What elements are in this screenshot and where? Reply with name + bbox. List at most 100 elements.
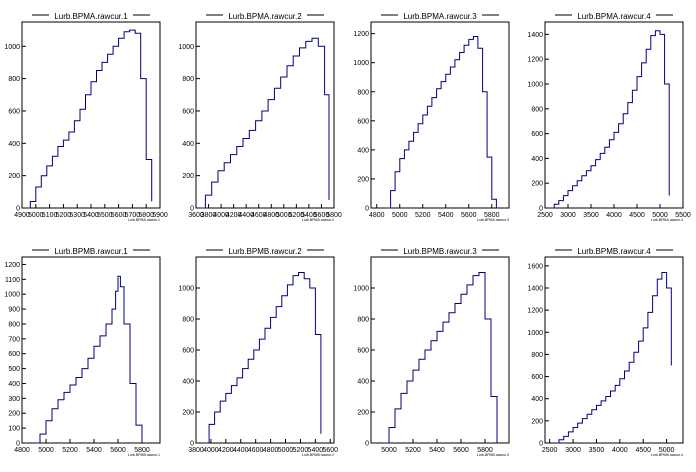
x-tick-label: 2500 (537, 212, 553, 219)
x-tick-label: 4400 (238, 212, 254, 219)
x-tick-label: 4900 (14, 212, 30, 219)
x-tick-label: 5200 (293, 447, 309, 454)
y-tick-label: 0 (16, 206, 20, 213)
title-box (398, 244, 482, 256)
y-tick-label: 0 (190, 206, 194, 213)
chart-title: Lurb.BPMA.rawcur.2 (228, 12, 302, 21)
histogram-panel: Lurb.BPMB.rawcur.3 0 200 400 600 800 1000 5000 5… (353, 244, 510, 457)
histogram-series (383, 272, 498, 444)
x-tick-label: 5700 (125, 212, 141, 219)
y-tick-label: 1000 (4, 292, 20, 299)
y-tick-label: 0 (539, 441, 543, 448)
x-tick-label: 4800 (369, 212, 385, 219)
y-tick-label: 600 (8, 108, 20, 115)
y-tick-label: 600 (357, 348, 369, 355)
x-tick-label: 4500 (629, 212, 645, 219)
y-tick-label: 400 (182, 379, 194, 386)
plot-frame (544, 21, 684, 209)
x-tick-label: 4600 (251, 212, 267, 219)
y-tick-label: 800 (8, 76, 20, 83)
x-tick-label: 5000 (652, 212, 668, 219)
y-tick-label: 0 (365, 206, 369, 213)
x-tick-label: 5500 (97, 212, 113, 219)
x-tick-label: 5200 (405, 447, 421, 454)
x-tick-label: 4000 (213, 212, 229, 219)
y-tick-label: 200 (8, 173, 20, 180)
x-tick-label: 5600 (314, 212, 330, 219)
x-tick-label: 5600 (111, 212, 127, 219)
x-tick-label: 5800 (134, 447, 150, 454)
y-tick-label: 1100 (5, 277, 20, 284)
histogram-series (24, 29, 153, 209)
y-tick-label: 200 (8, 411, 20, 418)
histogram-series (549, 30, 670, 209)
x-tick-label: 2500 (542, 447, 558, 454)
x-axis-label: Lurb.BPMB.rawcur.4 (651, 453, 683, 457)
y-tick-label: 600 (182, 348, 194, 355)
x-tick-label: 5300 (69, 212, 85, 219)
y-tick-label: 1400 (527, 286, 543, 293)
y-tick-label: 800 (531, 106, 543, 113)
histogram-series (385, 36, 497, 209)
y-tick-label: 200 (531, 418, 543, 425)
y-tick-label: 0 (365, 441, 369, 448)
x-tick-label: 5600 (461, 212, 477, 219)
histogram-panel: Lurb.BPMA.rawcur.1 0 200 400 600 800 1000 4900 5… (4, 9, 168, 222)
y-tick-label: 800 (182, 76, 194, 83)
plot-frame (21, 21, 161, 209)
plot-frame (370, 21, 510, 209)
x-tick-label: 5400 (83, 212, 99, 219)
x-axis-label: Lurb.BPMA.rawcur.1 (128, 218, 160, 222)
y-tick-label: 200 (531, 181, 543, 188)
y-tick-label: 1000 (178, 286, 194, 293)
y-tick-label: 200 (182, 173, 194, 180)
chart-title: Lurb.BPMA.rawcur.4 (577, 12, 651, 21)
title-box (49, 244, 133, 256)
x-tick-label: 5600 (453, 447, 469, 454)
histogram-panel: Lurb.BPMA.rawcur.3 0 200 400 600 800 1000 1200 4… (353, 9, 510, 222)
histogram-panel: Lurb.BPMB.rawcur.1 0 100 200 300 400 500 600 700… (4, 244, 161, 457)
y-tick-label: 200 (357, 176, 369, 183)
histogram-series (203, 272, 322, 444)
x-tick-label: 4200 (226, 212, 242, 219)
x-tick-label: 5000 (392, 212, 408, 219)
y-tick-label: 100 (8, 426, 20, 433)
x-tick-label: 5900 (152, 212, 168, 219)
x-tick-label: 5200 (56, 212, 72, 219)
x-tick-label: 5400 (438, 212, 454, 219)
x-tick-label: 5000 (659, 447, 675, 454)
x-tick-label: 5000 (276, 212, 292, 219)
y-tick-label: 800 (357, 89, 369, 96)
y-tick-label: 1000 (353, 60, 369, 67)
y-tick-label: 200 (357, 410, 369, 417)
x-tick-label: 4800 (263, 447, 279, 454)
x-tick-label: 5400 (86, 447, 102, 454)
x-tick-label: 3500 (589, 447, 605, 454)
x-tick-label: 5200 (415, 212, 431, 219)
y-tick-label: 1200 (527, 308, 543, 315)
x-tick-label: 4400 (233, 447, 249, 454)
y-tick-label: 1000 (4, 44, 20, 51)
x-tick-label: 5800 (326, 212, 342, 219)
title-box (572, 9, 656, 21)
x-tick-label: 5800 (138, 212, 154, 219)
histogram-panel: Lurb.BPMB.rawcur.4 0 200 400 600 800 1000 1200 1… (527, 244, 684, 457)
title-box (572, 244, 656, 256)
x-tick-label: 4000 (612, 447, 628, 454)
y-tick-label: 0 (16, 441, 20, 448)
y-tick-label: 400 (8, 141, 20, 148)
plot-frame (21, 256, 161, 444)
y-tick-label: 400 (531, 396, 543, 403)
x-tick-label: 4000 (203, 447, 219, 454)
y-tick-label: 800 (182, 317, 194, 324)
x-tick-label: 5800 (477, 447, 493, 454)
y-tick-label: 700 (8, 336, 20, 343)
y-tick-label: 500 (8, 366, 20, 373)
chart-title: Lurb.BPMB.rawcur.3 (403, 247, 477, 256)
y-tick-label: 1200 (353, 31, 369, 38)
y-tick-label: 900 (8, 307, 20, 314)
plot-frame (544, 256, 684, 444)
x-tick-label: 5800 (484, 212, 500, 219)
chart-title: Lurb.BPMB.rawcur.4 (577, 247, 651, 256)
